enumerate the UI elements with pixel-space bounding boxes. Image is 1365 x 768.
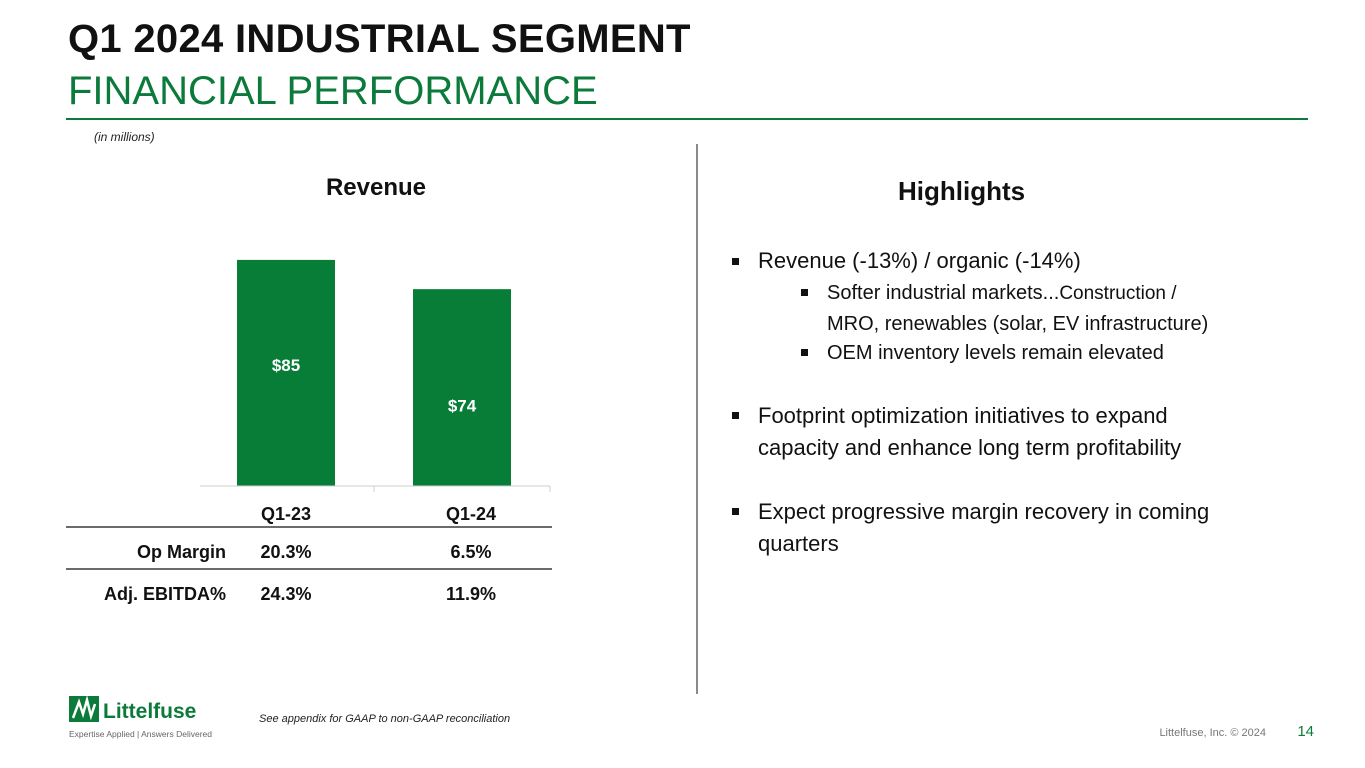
table-row: Op Margin 20.3% 6.5% (66, 533, 552, 571)
metrics-table: Q1-23 Q1-24 Op Margin 20.3% 6.5% Adj. EB… (66, 495, 552, 613)
bullet-square-icon (801, 349, 808, 356)
bullet-square-icon (732, 258, 739, 265)
table-header-row: Q1-23 Q1-24 (66, 495, 552, 533)
highlight-text: MRO, renewables (solar, EV infrastructur… (827, 313, 1209, 335)
page-number: 14 (1297, 723, 1314, 740)
logo-wordmark: Littelfuse (103, 700, 196, 723)
table-rule (66, 568, 552, 570)
copyright: Littelfuse, Inc. © 2024 (1159, 727, 1266, 739)
bullet-square-icon (732, 508, 739, 515)
highlight-text: Construction / (1059, 283, 1177, 304)
column-header-q1-23: Q1-23 (260, 504, 312, 524)
highlight-text: Softer industrial markets... (827, 282, 1060, 304)
title-divider (66, 118, 1308, 120)
slide-title: Q1 2024 INDUSTRIAL SEGMENT (68, 17, 691, 61)
chart-title: Revenue (326, 174, 426, 201)
highlight-sub-bullet: Softer industrial markets...Construction… (801, 278, 1208, 339)
table-row: Adj. EBITDA% 24.3% 11.9% (66, 575, 552, 613)
highlight-bullet: Footprint optimization initiatives to ex… (732, 400, 1181, 464)
bar-value-label: $74 (448, 397, 477, 416)
highlight-text: Expect progressive margin recovery in co… (758, 499, 1210, 524)
vertical-divider (696, 144, 698, 694)
bar-value-label: $85 (272, 356, 300, 375)
revenue-bar-q1-23 (237, 259, 335, 486)
bullet-square-icon (732, 412, 739, 419)
highlight-text: Footprint optimization initiatives to ex… (758, 403, 1168, 428)
highlight-bullet: Revenue (-13%) / organic (-14%) (732, 246, 1081, 276)
highlight-bullet: Expect progressive margin recovery in co… (732, 496, 1209, 560)
highlight-text: capacity and enhance long term profitabi… (758, 435, 1182, 460)
row-label-adj-ebitda: Adj. EBITDA% (103, 584, 226, 604)
bullet-square-icon (801, 289, 808, 296)
units-note: (in millions) (94, 130, 155, 144)
logo-tagline: Expertise Applied | Answers Delivered (69, 729, 212, 739)
highlight-text: OEM inventory levels remain elevated (827, 342, 1164, 364)
highlight-text: quarters (758, 531, 839, 556)
highlights-title: Highlights (898, 176, 1026, 206)
littelfuse-logo: Littelfuse Expertise Applied | Answers D… (69, 695, 212, 739)
op-margin-q1-23: 20.3% (260, 542, 312, 562)
revenue-chart: Revenue $85 $74 (200, 174, 551, 492)
highlight-text: Revenue (-13%) / organic (-14%) (758, 248, 1081, 273)
row-label-op-margin: Op Margin (137, 542, 226, 562)
adj-ebitda-q1-24: 11.9% (445, 584, 497, 604)
logo-bolt-icon (71, 695, 97, 721)
table-rule (66, 526, 552, 528)
op-margin-q1-24: 6.5% (450, 542, 492, 562)
column-header-q1-24: Q1-24 (445, 504, 497, 524)
slide-subtitle: FINANCIAL PERFORMANCE (68, 69, 598, 113)
highlight-sub-bullet: OEM inventory levels remain elevated (801, 338, 1164, 368)
adj-ebitda-q1-23: 24.3% (260, 584, 312, 604)
footnote: See appendix for GAAP to non-GAAP reconc… (259, 713, 511, 725)
revenue-bar-q1-24 (413, 289, 511, 486)
